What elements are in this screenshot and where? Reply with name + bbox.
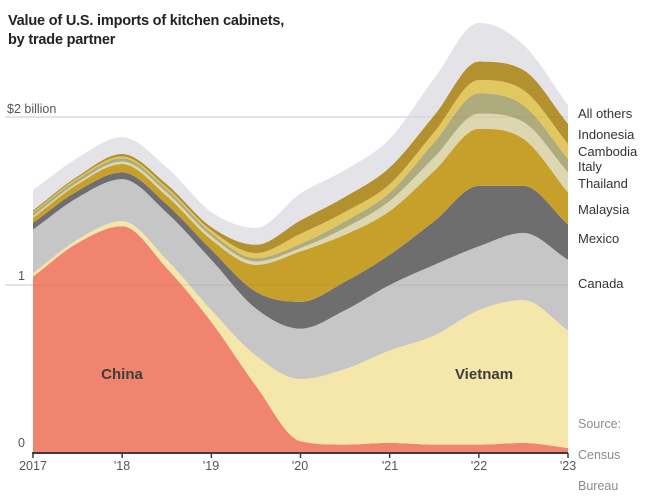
x-tick-18: '18 [113, 459, 131, 473]
source-line3: Bureau [578, 479, 619, 493]
y-axis-label-0: 0 [18, 436, 25, 450]
area-china [33, 226, 568, 453]
x-tick-20: '20 [291, 459, 309, 473]
series-label-thailand: Thailand [578, 176, 628, 191]
chart-title-line1: Value of U.S. imports of kitchen cabinet… [8, 13, 285, 29]
series-label-canada: Canada [578, 276, 624, 291]
area-label-china: China [101, 366, 143, 383]
chart-title-line2: by trade partner [8, 32, 116, 48]
area-cambodia [33, 80, 568, 259]
x-tick-22: '22 [470, 459, 488, 473]
area-canada [33, 179, 568, 380]
area-vietnam [33, 221, 568, 448]
area-all-others [33, 22, 568, 245]
area-mexico [33, 172, 568, 329]
series-label-indonesia: Indonesia [578, 127, 635, 142]
series-label-all-others: All others [578, 106, 633, 121]
series-label-italy: Italy [578, 159, 602, 174]
area-malaysia [33, 128, 568, 302]
y-axis-label-1: 1 [18, 269, 25, 283]
x-tick-21: '21 [381, 459, 399, 473]
x-tick-2017: 2017 [19, 459, 47, 473]
area-indonesia [33, 61, 568, 254]
source-line2: Census [578, 448, 621, 462]
x-tick-23: '23 [559, 459, 577, 473]
area-thailand [33, 113, 568, 265]
x-tick-19: '19 [202, 459, 220, 473]
area-label-vietnam: Vietnam [454, 366, 514, 383]
series-label-mexico: Mexico [578, 231, 620, 246]
y-axis-label-2billion: $2 billion [7, 102, 57, 116]
chart-title: Value of U.S. imports of kitchen cabinet… [8, 12, 284, 50]
series-label-cambodia: Cambodia [578, 144, 638, 159]
source-line1: Source: [578, 417, 622, 431]
series-label-malaysia: Malaysia [578, 202, 630, 217]
area-italy [33, 93, 568, 262]
